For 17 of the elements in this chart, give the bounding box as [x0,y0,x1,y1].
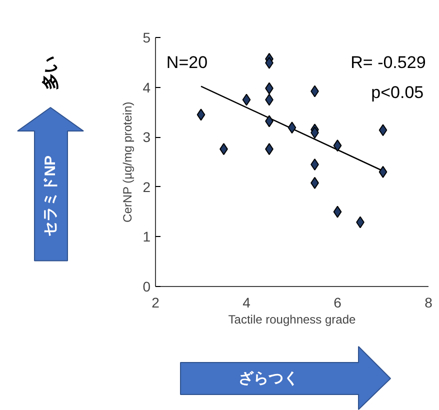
annotation: N=20 [166,52,208,72]
y-tick-label: 0 [142,278,151,294]
y-axis-title: CerNP (µg/mg protein) [120,102,135,222]
text: セラミドNP [42,155,59,236]
y-tick-label: 1 [142,228,151,245]
text: 多い [41,56,60,90]
x-tick-label: 6 [334,294,342,310]
y-tick-label: 3 [142,129,151,146]
annotation: R= -0.529 [350,52,426,72]
x-tick-label: 8 [424,294,433,310]
y-tick-label: 4 [142,79,151,96]
text: ざらつく [238,370,298,387]
annotation: p<0.05 [371,82,424,102]
x-tick-label: 4 [242,294,251,310]
x-axis-title: Tactile roughness grade [228,312,356,326]
y-tick-label: 2 [142,178,151,195]
y-tick-label: 5 [142,30,151,46]
